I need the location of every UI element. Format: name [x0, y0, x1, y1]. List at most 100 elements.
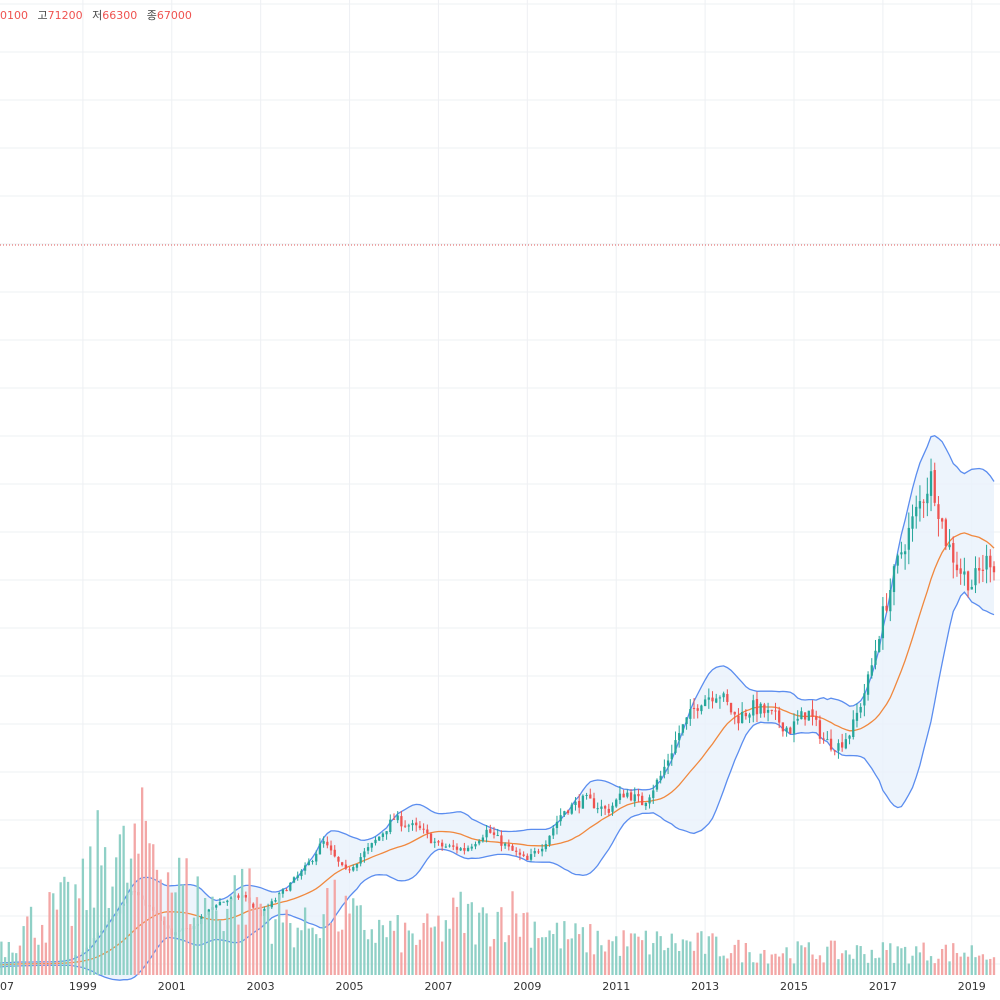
candle[interactable]	[518, 848, 522, 861]
candle[interactable]	[311, 859, 314, 865]
candle[interactable]	[570, 802, 573, 815]
candle[interactable]	[748, 712, 751, 724]
candle[interactable]	[459, 847, 462, 852]
candle[interactable]	[726, 689, 729, 706]
candle[interactable]	[381, 832, 385, 842]
candle[interactable]	[322, 836, 325, 848]
candle[interactable]	[626, 789, 629, 799]
candle[interactable]	[722, 691, 725, 702]
candle[interactable]	[848, 734, 851, 745]
candle[interactable]	[603, 804, 607, 815]
candle[interactable]	[622, 789, 625, 798]
candle[interactable]	[741, 702, 744, 724]
candle[interactable]	[855, 703, 859, 728]
candle[interactable]	[318, 838, 322, 855]
candle[interactable]	[644, 802, 647, 810]
candle[interactable]	[844, 732, 847, 750]
candle[interactable]	[889, 578, 892, 622]
candle[interactable]	[407, 823, 410, 833]
candle[interactable]	[478, 839, 481, 846]
candle[interactable]	[652, 784, 655, 804]
candle[interactable]	[315, 850, 318, 866]
candle[interactable]	[611, 802, 614, 816]
candle[interactable]	[444, 843, 447, 849]
candle[interactable]	[778, 706, 781, 729]
candle[interactable]	[878, 635, 881, 653]
candle[interactable]	[329, 840, 333, 855]
candle[interactable]	[300, 869, 303, 880]
candle[interactable]	[422, 823, 425, 834]
candle[interactable]	[385, 831, 388, 840]
candle[interactable]	[615, 798, 618, 808]
candle[interactable]	[926, 477, 929, 517]
candle[interactable]	[503, 842, 507, 849]
candle[interactable]	[759, 702, 762, 718]
candle[interactable]	[270, 898, 273, 909]
candle[interactable]	[378, 836, 381, 842]
candle[interactable]	[426, 824, 429, 839]
candle[interactable]	[678, 725, 681, 748]
candle[interactable]	[803, 712, 807, 726]
candle[interactable]	[548, 835, 551, 847]
candle[interactable]	[852, 710, 855, 740]
candle[interactable]	[218, 898, 222, 906]
candle[interactable]	[674, 731, 677, 755]
candle[interactable]	[822, 732, 825, 744]
candle[interactable]	[815, 710, 818, 727]
candle[interactable]	[718, 695, 722, 709]
candle[interactable]	[507, 839, 510, 851]
candle[interactable]	[226, 899, 229, 906]
candle[interactable]	[663, 759, 666, 779]
candle[interactable]	[344, 859, 347, 871]
candle[interactable]	[692, 698, 696, 719]
candle[interactable]	[774, 702, 777, 720]
candle[interactable]	[900, 541, 903, 559]
candle[interactable]	[763, 702, 766, 718]
candle[interactable]	[874, 639, 877, 670]
candle[interactable]	[841, 733, 844, 752]
candle[interactable]	[415, 817, 418, 832]
candle[interactable]	[559, 808, 562, 826]
candle[interactable]	[970, 579, 973, 590]
candle[interactable]	[833, 749, 836, 756]
candle[interactable]	[574, 797, 577, 811]
candle[interactable]	[481, 834, 485, 843]
candle[interactable]	[500, 830, 503, 852]
candle[interactable]	[792, 713, 796, 743]
candle[interactable]	[974, 556, 977, 594]
candle[interactable]	[441, 839, 444, 851]
candle[interactable]	[600, 799, 603, 817]
candle[interactable]	[785, 726, 788, 737]
candle[interactable]	[859, 703, 862, 719]
candle[interactable]	[489, 824, 492, 834]
candle[interactable]	[470, 843, 473, 851]
candle[interactable]	[929, 458, 933, 512]
candle[interactable]	[811, 700, 814, 726]
candle[interactable]	[403, 820, 407, 828]
candle[interactable]	[952, 536, 955, 579]
candle[interactable]	[737, 708, 740, 731]
candle[interactable]	[659, 770, 662, 784]
candle[interactable]	[363, 847, 366, 863]
candle[interactable]	[681, 724, 685, 736]
candle[interactable]	[607, 803, 610, 816]
candle[interactable]	[215, 904, 218, 911]
candle[interactable]	[566, 809, 570, 815]
candle[interactable]	[326, 836, 329, 849]
candle[interactable]	[392, 813, 396, 820]
candle[interactable]	[870, 658, 873, 679]
candle[interactable]	[807, 710, 810, 721]
candle[interactable]	[370, 842, 373, 852]
candle[interactable]	[366, 842, 370, 855]
candle[interactable]	[455, 843, 459, 854]
candle[interactable]	[296, 871, 299, 881]
candle[interactable]	[666, 753, 670, 775]
candle[interactable]	[578, 794, 581, 814]
candle[interactable]	[963, 557, 966, 586]
candle[interactable]	[237, 893, 240, 900]
candle[interactable]	[222, 901, 225, 903]
candle[interactable]	[933, 462, 936, 507]
candle[interactable]	[696, 704, 699, 719]
candle[interactable]	[429, 832, 433, 844]
candle[interactable]	[526, 853, 529, 861]
